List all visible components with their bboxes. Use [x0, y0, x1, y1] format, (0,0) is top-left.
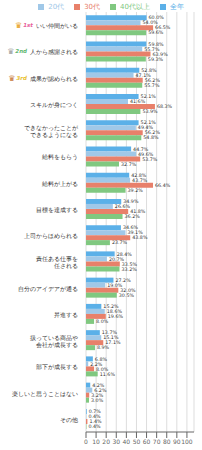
svg-text:4.2%: 4.2%	[92, 382, 105, 388]
svg-text:給料をもらう: 給料をもらう	[41, 153, 78, 161]
svg-text:♛3rd成果が認められる: ♛3rd成果が認められる	[8, 73, 78, 82]
svg-text:59.3%: 59.3%	[148, 57, 164, 62]
svg-text:30: 30	[112, 438, 120, 445]
svg-text:♛1stいい仲間がいる: ♛1stいい仲間がいる	[15, 21, 78, 30]
svg-text:32.0%: 32.0%	[120, 287, 136, 293]
svg-text:60: 60	[143, 438, 151, 445]
svg-text:55.7%: 55.7%	[144, 46, 160, 52]
html-text:全年: 全年	[170, 3, 184, 11]
svg-text:41.6%: 41.6%	[130, 99, 146, 104]
svg-text:55.7%: 55.7%	[144, 83, 160, 88]
svg-text:20.7%: 20.7%	[108, 256, 125, 262]
svg-text:50: 50	[133, 438, 141, 445]
svg-text:2.2%: 2.2%	[90, 361, 103, 367]
svg-text:0.7%: 0.7%	[88, 409, 101, 415]
svg-text:54.8%: 54.8%	[143, 135, 159, 140]
svg-text:27.2%: 27.2%	[115, 277, 131, 283]
svg-text:扱っている商品や会社が成長する: 扱っている商品や会社が成長する	[30, 333, 78, 348]
svg-text:目標を達成する: 目標を達成する	[36, 205, 78, 213]
svg-text:47.1%: 47.1%	[135, 72, 151, 78]
svg-text:52.1%: 52.1%	[140, 120, 156, 126]
svg-text:19.0%: 19.0%	[107, 282, 123, 288]
svg-text:0.4%: 0.4%	[88, 414, 101, 420]
svg-text:17.1%: 17.1%	[105, 340, 121, 346]
svg-text:52.1%: 52.1%	[140, 94, 156, 100]
svg-text:39.1%: 39.1%	[127, 230, 143, 236]
svg-text:100: 100	[181, 438, 193, 445]
svg-text:その他: その他	[60, 415, 78, 423]
svg-text:33.2%: 33.2%	[122, 267, 138, 272]
svg-text:66.5%: 66.5%	[155, 25, 171, 31]
html-text:40代以上: 40代以上	[120, 3, 150, 11]
svg-text:60.0%: 60.0%	[148, 15, 164, 21]
svg-text:43.8%: 43.8%	[132, 235, 148, 240]
svg-text:23.7%: 23.7%	[112, 240, 128, 245]
svg-text:上司からほめられる: 上司からほめられる	[24, 232, 78, 239]
svg-text:13.7%: 13.7%	[101, 330, 118, 336]
svg-text:19.6%: 19.6%	[108, 314, 124, 319]
svg-text:53.7%: 53.7%	[142, 157, 158, 162]
svg-text:部下が成長する: 部下が成長する	[36, 363, 78, 371]
svg-text:15.2%: 15.2%	[103, 304, 119, 310]
svg-text:1.4%: 1.4%	[89, 419, 102, 425]
svg-text:32.7%: 32.7%	[121, 162, 137, 167]
svg-text:18.6%: 18.6%	[106, 309, 122, 315]
svg-text:43.7%: 43.7%	[132, 178, 148, 183]
svg-text:54.0%: 54.0%	[142, 20, 158, 26]
svg-text:68.3%: 68.3%	[157, 104, 173, 109]
svg-text:できなかったことができるようになる: できなかったことができるようになる	[24, 123, 79, 138]
svg-text:責任ある仕事を任される: 責任ある仕事を任される	[36, 254, 78, 268]
svg-text:52.8%: 52.8%	[141, 67, 157, 73]
html-text:20代: 20代	[48, 3, 65, 11]
svg-text:昇進する: 昇進する	[54, 310, 78, 318]
svg-text:楽しいと思うことはない: 楽しいと思うことはない	[12, 389, 78, 397]
svg-text:6.2%: 6.2%	[94, 387, 107, 393]
svg-text:90: 90	[173, 438, 181, 445]
svg-text:3.0%: 3.0%	[91, 398, 104, 403]
svg-text:70: 70	[153, 438, 161, 445]
svg-text:56.2%: 56.2%	[144, 77, 160, 83]
svg-text:15.1%: 15.1%	[103, 335, 119, 341]
svg-text:40: 40	[123, 438, 131, 445]
svg-text:20: 20	[102, 438, 110, 445]
svg-text:8.0%: 8.0%	[96, 366, 109, 372]
svg-text:59.6%: 59.6%	[148, 30, 164, 35]
svg-text:26.6%: 26.6%	[115, 204, 131, 209]
svg-text:スキルが身につく: スキルが身につく	[30, 100, 78, 108]
svg-text:自分のアイデアが通る: 自分のアイデアが通る	[18, 284, 78, 291]
svg-text:63.9%: 63.9%	[152, 51, 168, 57]
svg-text:3.2%: 3.2%	[91, 392, 104, 398]
svg-text:44.7%: 44.7%	[133, 146, 149, 152]
svg-text:28.4%: 28.4%	[116, 251, 132, 257]
html-text:30代: 30代	[84, 3, 101, 11]
svg-text:80: 80	[163, 438, 171, 445]
svg-text:8.0%: 8.0%	[96, 319, 109, 324]
svg-text:30.5%: 30.5%	[119, 293, 135, 298]
svg-text:8.9%: 8.9%	[97, 345, 110, 350]
svg-text:♛2nd人から感謝される: ♛2nd人から感謝される	[8, 47, 78, 56]
svg-text:6.8%: 6.8%	[94, 356, 108, 362]
svg-text:59.8%: 59.8%	[148, 41, 164, 47]
svg-text:0: 0	[84, 438, 88, 445]
svg-text:49.6%: 49.6%	[138, 151, 154, 157]
svg-text:39.2%: 39.2%	[128, 188, 144, 193]
svg-text:42.8%: 42.8%	[131, 172, 147, 178]
svg-text:41.8%: 41.8%	[130, 209, 146, 215]
svg-text:34.9%: 34.9%	[123, 199, 139, 205]
svg-text:11.6%: 11.6%	[100, 372, 116, 377]
svg-text:給料が上がる: 給料が上がる	[41, 179, 78, 186]
svg-text:33.5%: 33.5%	[121, 261, 138, 267]
svg-text:53.9%: 53.9%	[142, 109, 158, 114]
svg-text:34.6%: 34.6%	[122, 225, 139, 231]
svg-text:49.4%: 49.4%	[137, 125, 154, 131]
svg-text:66.4%: 66.4%	[155, 183, 171, 188]
svg-text:10: 10	[92, 438, 100, 445]
svg-text:56.2%: 56.2%	[144, 130, 160, 136]
svg-text:36.2%: 36.2%	[125, 214, 141, 219]
svg-text:0.4%: 0.4%	[88, 424, 101, 429]
